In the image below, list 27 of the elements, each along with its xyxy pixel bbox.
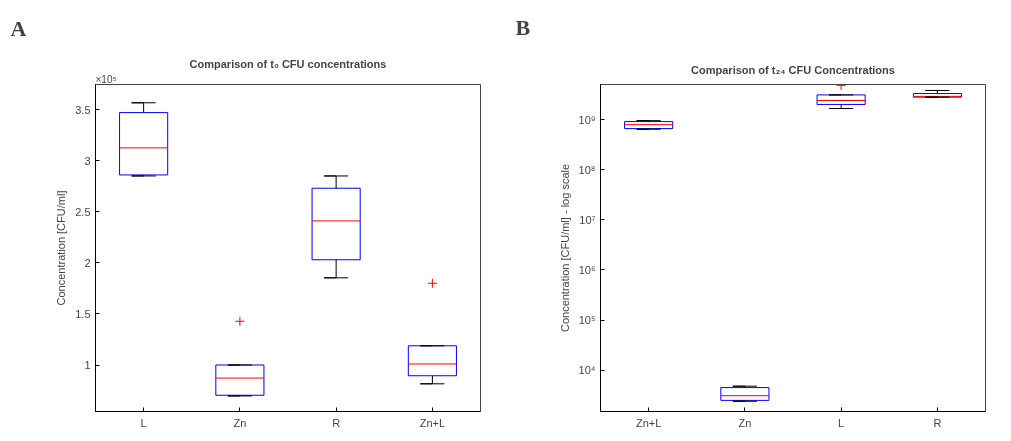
y-tick-label: 1.5 — [75, 307, 91, 320]
x-tick-label: L — [140, 416, 147, 429]
text: B — [515, 15, 531, 40]
annotation: ×10⁵ — [95, 73, 117, 85]
y-tick-label: 1 — [84, 359, 91, 371]
y-tick-label: 10⁵ — [578, 314, 596, 327]
y-tick-label: 10⁷ — [579, 213, 596, 226]
chart-title: Comparison of t₀ CFU concentrations — [189, 57, 387, 70]
y-axis-title: Concentration [CFU/ml] - log scale — [558, 163, 571, 333]
x-tick-label: R — [933, 416, 942, 429]
x-tick-label: Zn+L — [419, 416, 446, 429]
x-tick-label: L — [838, 416, 845, 429]
y-tick-label: 10⁹ — [578, 113, 596, 126]
text: A — [10, 16, 27, 41]
y-tick-label: 3 — [84, 154, 91, 167]
y-axis-title: Concentration [CFU/ml] — [55, 190, 68, 306]
x-tick-label: Zn — [233, 416, 247, 429]
x-tick-label: R — [332, 416, 341, 429]
y-tick-label: 10⁶ — [578, 263, 596, 276]
y-tick-label: 2.5 — [75, 205, 91, 218]
x-tick-label: Zn — [738, 416, 752, 429]
y-tick-label: 2 — [84, 256, 91, 269]
chart-title: Comparison of t₂₄ CFU Concentrations — [691, 63, 895, 76]
y-tick-label: 10⁴ — [578, 364, 596, 377]
y-tick-label: 3.5 — [75, 103, 91, 116]
x-tick-label: Zn+L — [635, 416, 662, 429]
y-tick-label: 10⁸ — [578, 163, 596, 176]
